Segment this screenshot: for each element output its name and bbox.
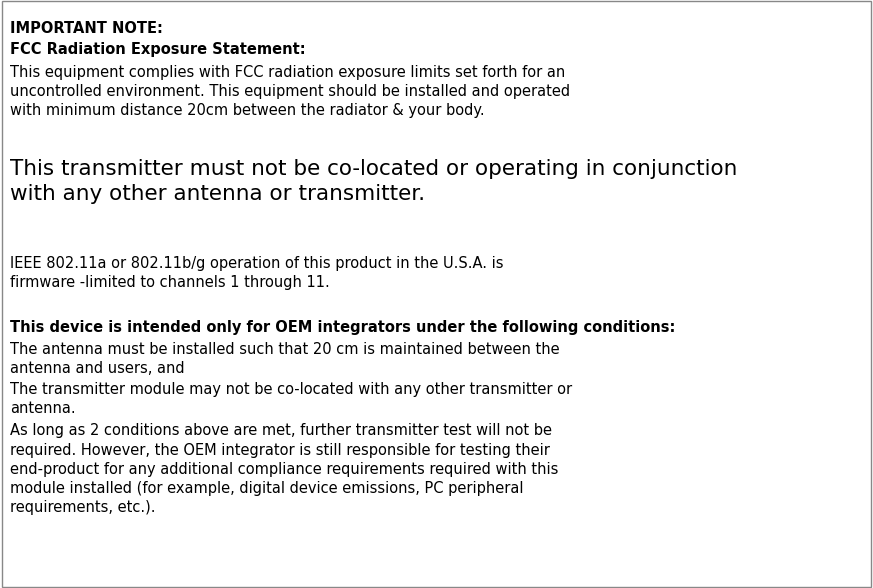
Text: This device is intended only for OEM integrators under the following conditions:: This device is intended only for OEM int… <box>10 320 676 336</box>
Text: IEEE 802.11a or 802.11b/g operation of this product in the U.S.A. is
firmware -l: IEEE 802.11a or 802.11b/g operation of t… <box>10 256 504 290</box>
Text: The antenna must be installed such that 20 cm is maintained between the
antenna : The antenna must be installed such that … <box>10 342 560 376</box>
Text: The transmitter module may not be co-located with any other transmitter or
anten: The transmitter module may not be co-loc… <box>10 382 573 416</box>
Text: FCC Radiation Exposure Statement:: FCC Radiation Exposure Statement: <box>10 42 306 58</box>
Text: This equipment complies with FCC radiation exposure limits set forth for an
unco: This equipment complies with FCC radiati… <box>10 65 571 118</box>
Text: As long as 2 conditions above are met, further transmitter test will not be
requ: As long as 2 conditions above are met, f… <box>10 423 559 515</box>
Text: This transmitter must not be co-located or operating in conjunction
with any oth: This transmitter must not be co-located … <box>10 159 738 203</box>
Text: IMPORTANT NOTE:: IMPORTANT NOTE: <box>10 21 163 36</box>
